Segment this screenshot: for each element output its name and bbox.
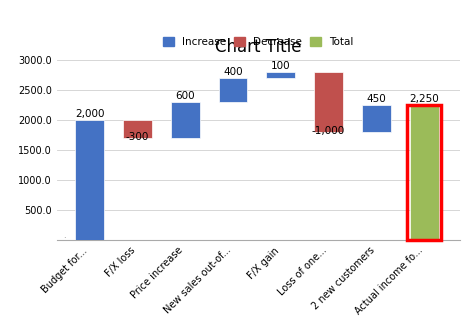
Bar [75,120,104,240]
Text: -1,000: -1,000 [312,126,345,136]
Text: 400: 400 [223,67,243,77]
Bar [314,72,343,132]
Bar [407,105,441,240]
Text: 100: 100 [271,61,291,71]
Bar [362,105,391,132]
Text: -300: -300 [126,132,149,142]
Legend: Increase, Decrease, Total: Increase, Decrease, Total [159,33,358,51]
Text: 450: 450 [366,94,386,104]
Text: 600: 600 [175,91,195,101]
Bar [266,72,295,78]
Bar [123,120,152,138]
Bar [410,105,438,240]
Bar [171,102,200,138]
Text: 2,000: 2,000 [75,109,104,119]
Bar [219,78,247,102]
Title: Chart Title: Chart Title [215,38,301,56]
Text: 2,250: 2,250 [410,94,439,104]
Text: .: . [63,231,66,240]
